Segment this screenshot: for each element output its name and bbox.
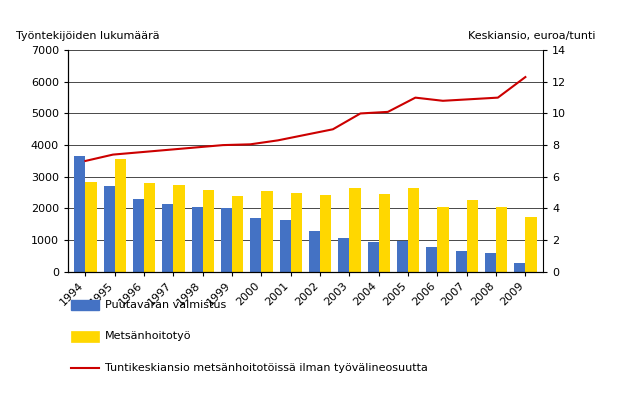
Text: Työntekijöiden lukumäärä: Työntekijöiden lukumäärä: [15, 31, 159, 41]
Bar: [514, 263, 525, 272]
Bar: [232, 196, 243, 272]
Bar: [408, 188, 419, 272]
Bar: [262, 191, 273, 272]
Bar: [221, 209, 232, 272]
Bar: [203, 190, 214, 272]
Bar: [104, 186, 115, 272]
Bar: [379, 194, 390, 272]
Bar: [455, 252, 466, 272]
Bar: [133, 199, 144, 272]
Bar: [437, 207, 449, 272]
Text: Puutavaran valmistus: Puutavaran valmistus: [105, 300, 226, 310]
Bar: [466, 201, 478, 272]
Bar: [397, 241, 408, 272]
Bar: [485, 253, 496, 272]
Bar: [496, 207, 507, 272]
Bar: [280, 220, 291, 272]
Bar: [74, 156, 86, 272]
Bar: [86, 181, 97, 272]
Bar: [162, 204, 173, 272]
Bar: [173, 185, 184, 272]
Bar: [144, 183, 155, 272]
Bar: [192, 207, 203, 272]
Bar: [251, 218, 262, 272]
Text: Keskiansio, euroa/tunti: Keskiansio, euroa/tunti: [468, 31, 595, 41]
Bar: [320, 195, 331, 272]
Bar: [349, 188, 360, 272]
Text: Metsänhoitotyö: Metsänhoitotyö: [105, 331, 191, 342]
Bar: [368, 242, 379, 272]
Text: Tuntikeskiansio metsänhoitotöissä ilman työvälineosuutta: Tuntikeskiansio metsänhoitotöissä ilman …: [105, 363, 428, 373]
Bar: [426, 247, 437, 272]
Bar: [525, 217, 537, 272]
Bar: [291, 193, 302, 272]
Bar: [338, 237, 349, 272]
Bar: [115, 159, 126, 272]
Bar: [309, 231, 320, 272]
